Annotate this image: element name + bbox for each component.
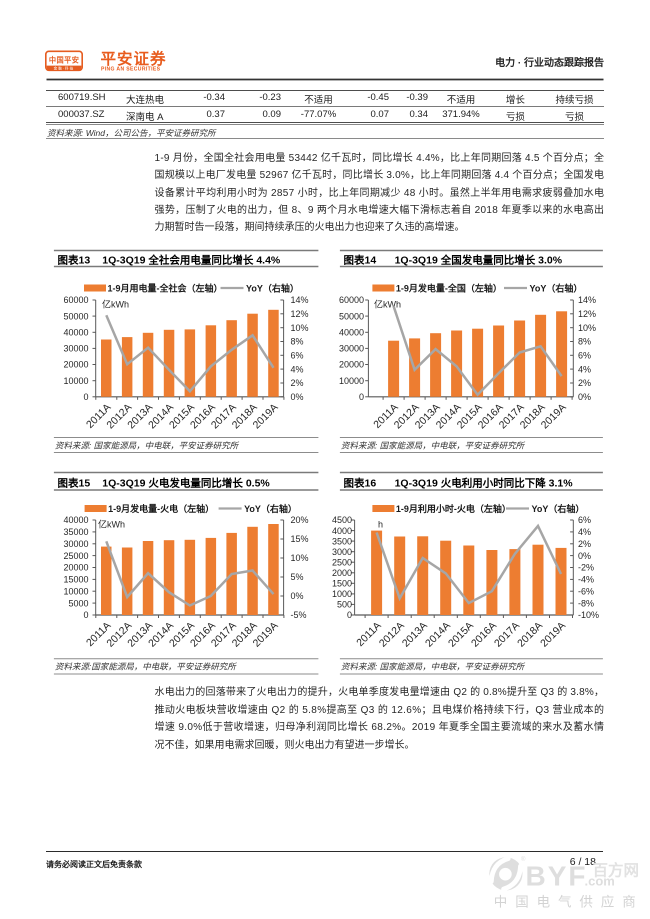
svg-text:0%: 0% xyxy=(291,392,304,402)
svg-text:50000: 50000 xyxy=(339,311,364,321)
svg-text:14%: 14% xyxy=(578,295,596,305)
svg-text:资料来源: 国家能源局，中电联，平安证券研究所: 资料来源: 国家能源局，中电联，平安证券研究所 xyxy=(55,441,240,451)
svg-text:4000: 4000 xyxy=(332,526,352,536)
svg-text:60000: 60000 xyxy=(339,295,364,305)
svg-text:50000: 50000 xyxy=(63,311,88,321)
svg-text:-10%: -10% xyxy=(578,610,599,620)
svg-text:2%: 2% xyxy=(578,539,591,549)
svg-text:图表14: 图表14 xyxy=(344,254,377,267)
svg-text:4%: 4% xyxy=(291,364,304,374)
svg-text:1000: 1000 xyxy=(332,589,352,599)
svg-text:1-9月用电量-全社会（左轴）: 1-9月用电量-全社会（左轴） xyxy=(108,283,223,294)
svg-text:YoY（右轴）: YoY（右轴） xyxy=(532,503,585,514)
svg-text:1Q-3Q19 全国发电量同比增长 3.0%: 1Q-3Q19 全国发电量同比增长 3.0% xyxy=(395,254,563,267)
svg-text:YoY（右轴）: YoY（右轴） xyxy=(246,283,299,294)
svg-text:3500: 3500 xyxy=(332,536,352,546)
svg-text:YoY（右轴）: YoY（右轴） xyxy=(530,283,583,294)
svg-text:平安证券: 平安证券 xyxy=(101,49,166,68)
svg-text:百方网: 百方网 xyxy=(593,861,640,880)
svg-text:1500: 1500 xyxy=(332,579,352,589)
svg-text:0: 0 xyxy=(83,610,88,620)
svg-text:6%: 6% xyxy=(578,351,591,361)
svg-text:-4%: -4% xyxy=(578,575,594,585)
svg-text:10%: 10% xyxy=(291,323,309,333)
svg-text:图表13: 图表13 xyxy=(58,254,91,267)
svg-text:25000: 25000 xyxy=(63,551,88,561)
svg-text:0: 0 xyxy=(347,610,352,620)
svg-text:10000: 10000 xyxy=(339,376,364,386)
svg-text:10%: 10% xyxy=(291,553,309,563)
svg-text:2000: 2000 xyxy=(332,568,352,578)
svg-text:-5%: -5% xyxy=(291,610,307,620)
svg-text:YoY（右轴）: YoY（右轴） xyxy=(244,503,297,514)
svg-text:40000: 40000 xyxy=(339,328,364,338)
svg-text:6%: 6% xyxy=(291,351,304,361)
svg-text:PING AN SECURITIES: PING AN SECURITIES xyxy=(101,67,161,73)
svg-text:4500: 4500 xyxy=(332,515,352,525)
svg-text:2%: 2% xyxy=(578,378,591,388)
svg-text:电力 · 行业动态跟踪报告: 电力 · 行业动态跟踪报告 xyxy=(495,56,604,69)
svg-text:40000: 40000 xyxy=(63,515,88,525)
svg-text:6%: 6% xyxy=(578,515,591,525)
svg-text:0%: 0% xyxy=(578,551,591,561)
svg-text:中国平安: 中国平安 xyxy=(49,55,79,64)
svg-text:30000: 30000 xyxy=(63,539,88,549)
svg-text:8%: 8% xyxy=(291,337,304,347)
svg-text:图表15: 图表15 xyxy=(58,476,91,489)
svg-text:®: ® xyxy=(521,856,526,863)
svg-text:20000: 20000 xyxy=(63,360,88,370)
svg-text:2500: 2500 xyxy=(332,557,352,567)
svg-text:8%: 8% xyxy=(578,337,591,347)
svg-text:1-9月发电量-火电（左轴）: 1-9月发电量-火电（左轴） xyxy=(108,503,214,514)
svg-text:12%: 12% xyxy=(578,309,596,319)
svg-text:30000: 30000 xyxy=(339,344,364,354)
svg-text:500: 500 xyxy=(337,600,352,610)
svg-text:BYF: BYF xyxy=(526,860,588,891)
svg-text:1-9月利用小时-火电（左轴）: 1-9月利用小时-火电（左轴） xyxy=(396,503,511,514)
svg-text:.com: .com xyxy=(585,874,615,889)
svg-text:金融·科技: 金融·科技 xyxy=(54,65,75,70)
svg-text:10000: 10000 xyxy=(63,587,88,597)
svg-text:中国电气供应商: 中国电气供应商 xyxy=(494,894,644,910)
svg-text:10%: 10% xyxy=(578,323,596,333)
svg-text:15000: 15000 xyxy=(63,575,88,585)
svg-text:15%: 15% xyxy=(291,534,309,544)
svg-text:35000: 35000 xyxy=(63,527,88,537)
svg-text:4%: 4% xyxy=(578,527,591,537)
svg-text:0: 0 xyxy=(359,392,364,402)
svg-text:5%: 5% xyxy=(291,572,304,582)
svg-text:20000: 20000 xyxy=(339,360,364,370)
svg-text:h: h xyxy=(378,520,383,530)
svg-text:亿kWh: 亿kWh xyxy=(102,299,129,310)
svg-text:20000: 20000 xyxy=(63,563,88,573)
svg-text:20%: 20% xyxy=(291,515,309,525)
svg-text:资料来源: 国家能源局，中电联，平安证券研究所: 资料来源: 国家能源局，中电联，平安证券研究所 xyxy=(341,662,526,672)
svg-text:2%: 2% xyxy=(291,378,304,388)
svg-text:亿kWh: 亿kWh xyxy=(98,519,125,530)
svg-text:5000: 5000 xyxy=(68,598,88,608)
svg-text:-6%: -6% xyxy=(578,587,594,597)
svg-text:资料来源: 国家能源局，中电联，平安证券研究所: 资料来源: 国家能源局，中电联，平安证券研究所 xyxy=(341,441,526,451)
svg-text:1-9月发电量-全国（左轴）: 1-9月发电量-全国（左轴） xyxy=(396,283,502,294)
svg-text:12%: 12% xyxy=(291,309,309,319)
svg-text:4%: 4% xyxy=(578,364,591,374)
svg-text:0%: 0% xyxy=(291,591,304,601)
svg-text:1Q-3Q19 火电发电量同比增长 0.5%: 1Q-3Q19 火电发电量同比增长 0.5% xyxy=(102,476,270,489)
svg-text:-8%: -8% xyxy=(578,598,594,608)
svg-text:60000: 60000 xyxy=(63,295,88,305)
svg-text:0: 0 xyxy=(83,392,88,402)
svg-text:14%: 14% xyxy=(291,295,309,305)
svg-text:40000: 40000 xyxy=(63,328,88,338)
svg-text:图表16: 图表16 xyxy=(344,476,377,489)
svg-text:0%: 0% xyxy=(578,392,591,402)
svg-text:3000: 3000 xyxy=(332,547,352,557)
svg-text:-2%: -2% xyxy=(578,563,594,573)
svg-text:亿kWh: 亿kWh xyxy=(374,299,401,310)
svg-text:1Q-3Q19 火电利用小时同比下降 3.1%: 1Q-3Q19 火电利用小时同比下降 3.1% xyxy=(395,476,574,489)
svg-text:10000: 10000 xyxy=(63,376,88,386)
svg-text:资料来源:国家能源局，中电联，平安证券研究所: 资料来源:国家能源局，中电联，平安证券研究所 xyxy=(55,662,237,672)
svg-text:1Q-3Q19 全社会用电量同比增长 4.4%: 1Q-3Q19 全社会用电量同比增长 4.4% xyxy=(102,254,281,267)
svg-text:30000: 30000 xyxy=(63,344,88,354)
